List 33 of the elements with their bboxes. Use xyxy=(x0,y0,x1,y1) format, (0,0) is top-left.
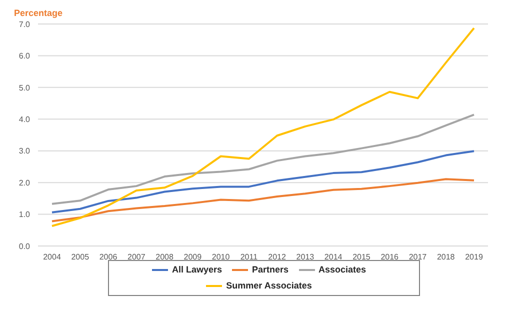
line-series xyxy=(51,27,475,228)
x-tick-label: 2016 xyxy=(380,252,400,262)
y-tick-label: 5.0 xyxy=(18,83,31,92)
x-tick-label: 2011 xyxy=(240,252,258,262)
x-tick-label: 2019 xyxy=(465,252,484,262)
x-tick-label: 2010 xyxy=(212,252,230,262)
x-tick-label: 2015 xyxy=(352,252,371,262)
y-tick-label: 3.0 xyxy=(18,146,31,156)
y-tick-label: 1.0 xyxy=(18,210,31,220)
legend-label: Partners xyxy=(252,264,289,274)
x-tick-label: 2013 xyxy=(296,252,315,262)
x-tick-label: 2005 xyxy=(71,252,90,262)
x-tick-label: 2004 xyxy=(43,252,62,262)
y-tick-label: 6.0 xyxy=(18,52,31,61)
legend-label: Summer Associates xyxy=(226,280,312,290)
y-tick-label: 7.0 xyxy=(18,20,31,29)
x-tick-label: 2017 xyxy=(408,252,428,262)
x-tick-label: 2018 xyxy=(436,252,456,262)
x-tick-label: 2007 xyxy=(128,252,146,262)
x-tick-label: 2014 xyxy=(324,252,343,262)
x-tick-label: 2006 xyxy=(99,252,118,262)
line-series xyxy=(51,150,475,214)
legend-label: All Lawyers xyxy=(172,264,222,274)
x-tick-label: 2012 xyxy=(268,252,287,262)
line-series xyxy=(51,114,475,205)
line-series xyxy=(51,178,475,222)
y-tick-label: 4.0 xyxy=(18,114,31,124)
y-axis-title: Percentage xyxy=(14,8,63,18)
y-tick-label: 0.0 xyxy=(18,242,31,251)
x-tick-label: 2008 xyxy=(156,252,174,262)
legend-label: Associates xyxy=(318,264,366,274)
y-tick-label: 2.0 xyxy=(18,178,31,188)
x-tick-label: 2009 xyxy=(184,252,202,262)
